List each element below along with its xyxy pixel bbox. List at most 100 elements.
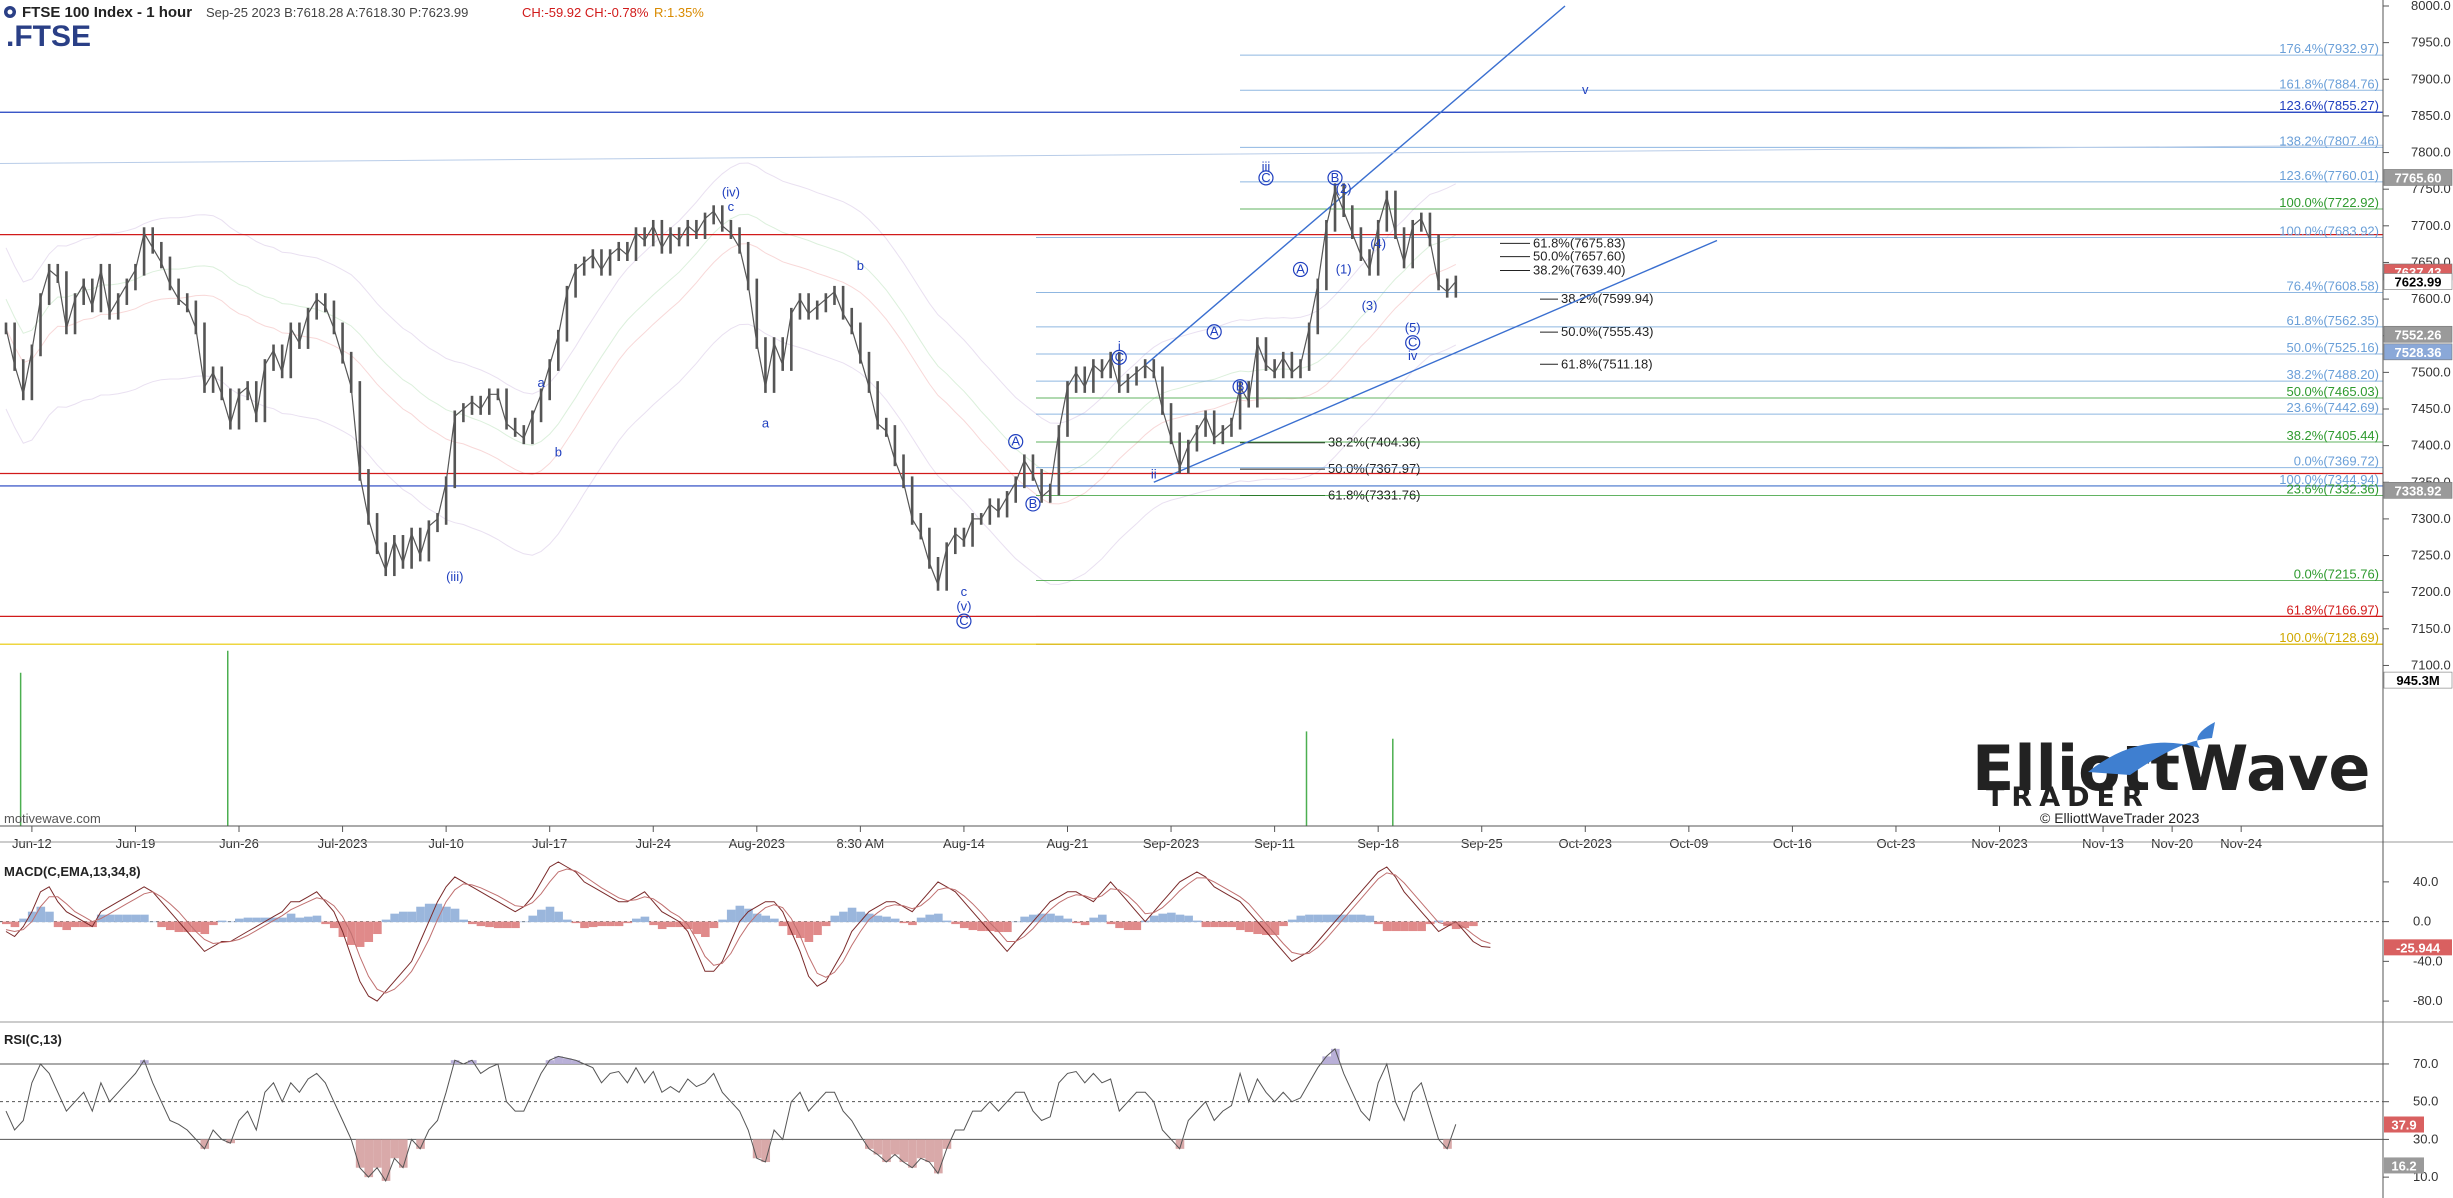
macd-histogram-bar <box>476 921 486 927</box>
macd-histogram-bar <box>1210 921 1219 928</box>
price-bars <box>4 183 1458 591</box>
price-panel[interactable]: 61.8%(7675.83)50.0%(7657.60)38.2%(7639.4… <box>0 0 2384 826</box>
macd-histogram-bar <box>416 906 425 923</box>
x-tick-label: Jun-12 <box>12 836 52 851</box>
wave-label: i <box>1118 338 1121 353</box>
rsi-panel[interactable]: RSI(C,13) 70.050.030.010.037.916.2 <box>0 1021 2453 1184</box>
macd-histogram-bar <box>321 921 330 925</box>
macd-histogram-bar <box>114 914 123 923</box>
fib-extension-label: 50.0%(7465.03) <box>2286 384 2379 399</box>
rsi-overbought-fill <box>450 1060 460 1064</box>
channel-upper-line <box>1144 5 1566 366</box>
fib-retracement-label: 61.8%(7675.83) <box>1533 235 1626 250</box>
x-tick-label: Oct-16 <box>1773 836 1812 851</box>
x-tick-label: Jul-24 <box>636 836 671 851</box>
macd-histogram-bar <box>1218 921 1228 928</box>
y-tick-label: 7500.0 <box>2411 364 2451 379</box>
wave-label: v <box>1582 82 1589 97</box>
macd-histogram-bar <box>942 920 952 923</box>
macd-histogram-bar <box>183 921 192 933</box>
rsi-oversold-fill <box>390 1139 399 1159</box>
wave-label: (iv) <box>722 185 740 200</box>
macd-histogram-bar <box>1443 921 1452 927</box>
fib-extension-label: 61.8%(7562.35) <box>2286 313 2379 328</box>
fib-extension-label: 100.0%(7683.92) <box>2279 224 2379 239</box>
logo-bottom: TRADER <box>1986 782 2150 813</box>
macd-histogram-bar <box>62 921 72 931</box>
rsi-oversold-fill <box>752 1139 762 1159</box>
macd-histogram-bar <box>985 921 995 932</box>
macd-histogram-bar <box>640 916 650 923</box>
macd-histogram-bar <box>278 917 287 923</box>
macd-histogram-bar <box>537 909 546 923</box>
macd-histogram-bar <box>364 921 374 942</box>
fib-extension-label: 38.2%(7405.44) <box>2286 428 2379 443</box>
macd-histogram-bar <box>1348 914 1357 923</box>
rsi-y-tick-label: 30.0 <box>2413 1131 2438 1146</box>
fib-extension-label: 161.8%(7884.76) <box>2279 76 2379 91</box>
macd-histogram-bar <box>804 921 814 942</box>
macd-histogram-bar <box>191 921 201 933</box>
macd-histogram-bar <box>675 921 684 928</box>
wave-circle <box>1232 379 1248 395</box>
price-series-line <box>5 187 1457 587</box>
wave-labels: (iv)c(iii)abbac(v)CABiCiiABiiiCAB(2)(1)(… <box>446 82 1589 629</box>
macd-title: MACD(C,EMA,13,34,8) <box>4 864 141 879</box>
y-tick-label: 7200.0 <box>2411 584 2451 599</box>
macd-histogram-bar <box>856 911 865 923</box>
macd-histogram-bar <box>217 920 227 923</box>
volume-bars <box>19 650 1394 826</box>
window-icon[interactable] <box>4 6 16 18</box>
macd-histogram-bar <box>554 911 563 923</box>
macd-histogram-bar <box>295 917 305 923</box>
macd-histogram-bar <box>718 919 727 923</box>
wave-circle <box>1327 170 1343 186</box>
fib-extension-label: 76.4%(7608.58) <box>2286 278 2379 293</box>
wave-circle <box>1008 434 1024 450</box>
macd-histogram-bar <box>1365 915 1375 923</box>
y-tick-label: 7450.0 <box>2411 401 2451 416</box>
macd-histogram-bar <box>243 917 253 923</box>
wave-label: b <box>555 445 562 460</box>
x-tick-label: Nov-2023 <box>1971 836 2027 851</box>
macd-histogram-bar <box>1296 915 1306 923</box>
rsi-oversold-fill <box>761 1139 771 1163</box>
macd-histogram-bar <box>977 921 986 932</box>
macd-histogram-bar <box>45 911 54 923</box>
macd-histogram-bar <box>709 921 719 929</box>
guide-curve <box>5 162 1457 424</box>
wave-label: A <box>1296 261 1305 276</box>
macd-tag-box <box>2384 939 2452 956</box>
fib-extension-label: 138.2%(7807.46) <box>2279 133 2379 148</box>
macd-histogram-bar <box>839 911 848 923</box>
guide-curve <box>5 213 1457 476</box>
macd-panel[interactable]: MACD(C,EMA,13,34,8) 40.0 0.0 -40.0 -80.0 -25… <box>0 841 2453 1008</box>
macd-histogram-bar <box>1400 921 1409 932</box>
rsi-overbought-fill <box>554 1056 563 1064</box>
rsi-oversold-fill <box>908 1139 917 1168</box>
wave-label: iv <box>1408 348 1418 363</box>
y-tick-label: 7300.0 <box>2411 511 2451 526</box>
wave-circle <box>956 613 972 629</box>
macd-histogram-bar <box>148 921 158 923</box>
x-tick-label: Nov-24 <box>2220 836 2262 851</box>
macd-histogram-bar <box>286 913 296 923</box>
macd-histogram-bar <box>1089 917 1098 923</box>
x-tick-label: Jun-26 <box>219 836 259 851</box>
rsi-overbought-fill <box>1331 1048 1340 1064</box>
time-axis[interactable]: Jun-12 Jun-19 Jun-26 Jul-2023 Jul-10 Jul-17 Ju… <box>0 825 2383 851</box>
x-tick-label: Jul-17 <box>532 836 567 851</box>
macd-histogram-bar <box>53 921 63 928</box>
fib-retracement-label: 50.0%(7367.97) <box>1328 461 1421 476</box>
macd-histogram-bar <box>131 914 141 923</box>
macd-histogram-bar <box>140 914 149 923</box>
macd-histogram-bar <box>606 921 615 927</box>
x-tick-label: Nov-13 <box>2082 836 2124 851</box>
range-info: R:1.35% <box>654 5 704 20</box>
fib-extension-label: 23.6%(7442.69) <box>2286 400 2379 415</box>
wave-label: iii <box>1262 159 1271 174</box>
fib-retracement-label: 50.0%(7657.60) <box>1533 249 1626 264</box>
macd-histogram-bar <box>795 921 805 939</box>
wave-label: a <box>537 375 545 390</box>
